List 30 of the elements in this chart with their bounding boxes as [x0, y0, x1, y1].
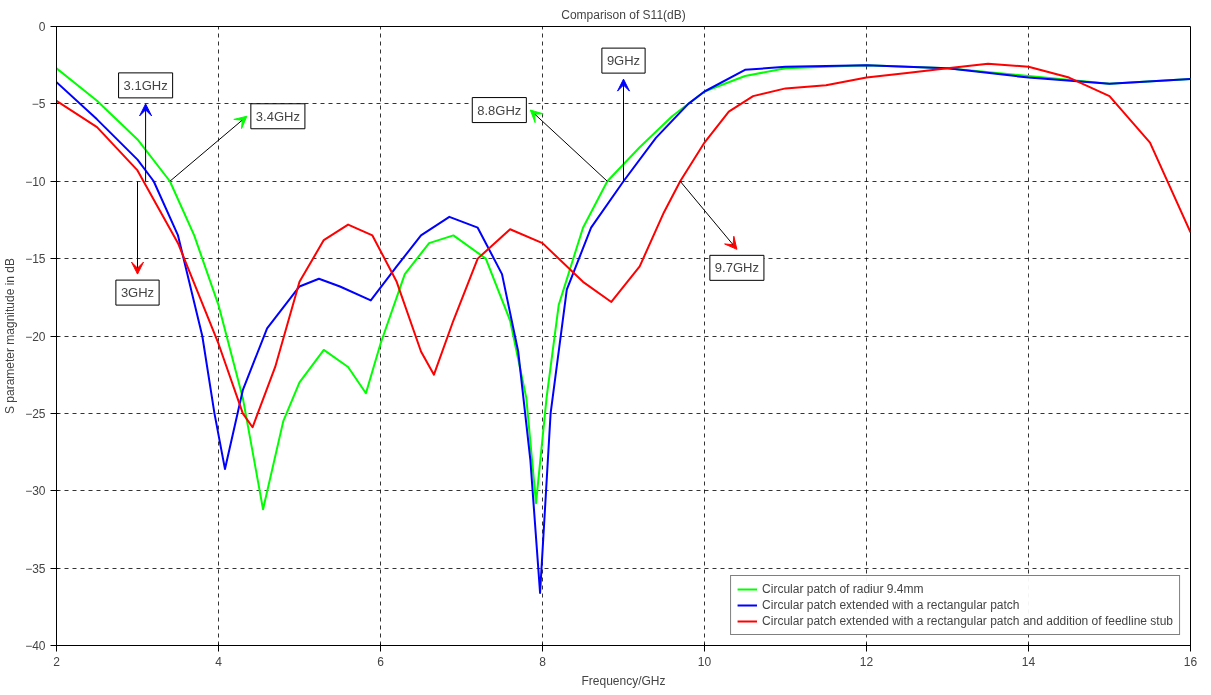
x-tick-label: 6	[377, 654, 385, 669]
annotation: 8.8GHz	[477, 102, 522, 118]
x-axis-title: Frequency/GHz	[581, 673, 666, 688]
x-tick-label: 2	[53, 654, 61, 669]
legend-label: Circular patch extended with a rectangular patch and addition of feedline stub	[762, 614, 1173, 628]
y-tick-label: −25	[25, 406, 46, 421]
line-series	[56, 64, 1191, 594]
y-tick-label: −5	[31, 97, 46, 112]
legend-label: Circular patch extended with a rectangular patch	[762, 598, 1020, 612]
annotation: 9GHz	[606, 53, 641, 69]
annotation: 3GHz	[120, 285, 155, 301]
x-tick-label: 4	[215, 654, 223, 669]
y-tick-label: −10	[25, 174, 46, 189]
annotation: 9.7GHz	[714, 260, 759, 276]
x-tick-label: 14	[1021, 654, 1036, 669]
annotation: 3.1GHz	[123, 77, 168, 93]
y-tick-label: −20	[25, 329, 46, 344]
x-tick-label: 12	[859, 654, 874, 669]
y-tick-label: 0	[38, 20, 46, 34]
y-tick-label: −15	[25, 252, 46, 267]
y-tick-label: −40	[25, 639, 46, 653]
y-tick-label: −30	[25, 484, 46, 499]
x-tick-label: 8	[539, 654, 547, 669]
y-tick-label: −35	[25, 561, 46, 576]
annotation: 3.4GHz	[255, 108, 300, 124]
y-axis-title: S parameter magnitude in dB	[3, 257, 18, 415]
x-tick-label: 16	[1183, 654, 1198, 669]
x-tick-label: 10	[697, 654, 712, 669]
legend-label: Circular patch of radiur 9.4mm	[762, 582, 924, 596]
chart-title: Comparison of S11(dB)	[561, 7, 686, 22]
